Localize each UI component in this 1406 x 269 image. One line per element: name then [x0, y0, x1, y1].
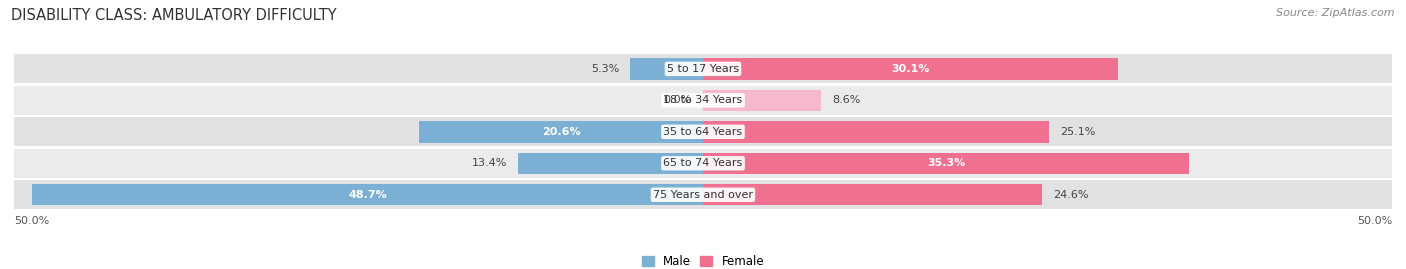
Bar: [630, 58, 703, 80]
Text: 0.0%: 0.0%: [664, 95, 692, 105]
Bar: [14, 117, 1392, 146]
Text: 8.6%: 8.6%: [832, 95, 860, 105]
Text: 24.6%: 24.6%: [1053, 190, 1088, 200]
Text: 35.3%: 35.3%: [927, 158, 966, 168]
Text: Source: ZipAtlas.com: Source: ZipAtlas.com: [1277, 8, 1395, 18]
Text: 13.4%: 13.4%: [472, 158, 508, 168]
Bar: [32, 184, 703, 206]
Text: 30.1%: 30.1%: [891, 64, 929, 74]
Text: 20.6%: 20.6%: [541, 127, 581, 137]
Bar: [703, 121, 1049, 143]
Bar: [703, 58, 1118, 80]
Bar: [14, 180, 1392, 209]
Bar: [703, 90, 821, 111]
Text: 5.3%: 5.3%: [591, 64, 619, 74]
Text: 50.0%: 50.0%: [1357, 216, 1392, 226]
Text: 35 to 64 Years: 35 to 64 Years: [664, 127, 742, 137]
Bar: [519, 153, 703, 174]
Bar: [14, 54, 1392, 83]
Text: 50.0%: 50.0%: [14, 216, 49, 226]
Text: 75 Years and over: 75 Years and over: [652, 190, 754, 200]
Text: DISABILITY CLASS: AMBULATORY DIFFICULTY: DISABILITY CLASS: AMBULATORY DIFFICULTY: [11, 8, 337, 23]
Bar: [703, 184, 1042, 206]
Bar: [703, 153, 1189, 174]
Bar: [419, 121, 703, 143]
Text: 48.7%: 48.7%: [349, 190, 387, 200]
Legend: Male, Female: Male, Female: [637, 250, 769, 269]
Text: 18 to 34 Years: 18 to 34 Years: [664, 95, 742, 105]
Text: 65 to 74 Years: 65 to 74 Years: [664, 158, 742, 168]
Bar: [14, 149, 1392, 178]
Text: 25.1%: 25.1%: [1060, 127, 1095, 137]
Bar: [14, 86, 1392, 115]
Text: 5 to 17 Years: 5 to 17 Years: [666, 64, 740, 74]
